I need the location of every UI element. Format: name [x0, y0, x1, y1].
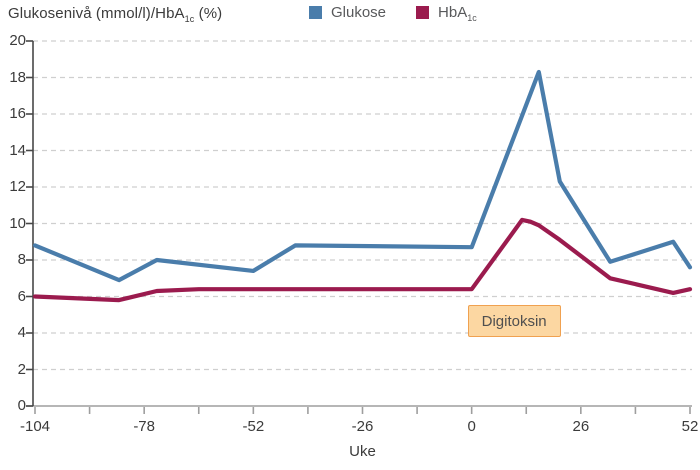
legend-item-hba: HbA1c	[416, 4, 477, 27]
x-tick-label: 0	[467, 418, 476, 435]
x-tick-label: 26	[572, 418, 590, 435]
y-tick-label: 4	[17, 324, 26, 341]
annotation-digitoksin: Digitoksin	[467, 305, 561, 338]
legend-label: Glukose	[331, 4, 387, 21]
legend-label: HbA1c	[438, 4, 477, 23]
series-line-glukose	[32, 69, 693, 283]
y-tick-label: 6	[17, 287, 26, 305]
y-tick-label: 18	[9, 68, 26, 86]
y-tick-label: 0	[17, 397, 26, 414]
y-tick-label: 14	[9, 141, 26, 159]
y-tick-label: 12	[9, 178, 26, 195]
x-tick-label: -104	[19, 418, 51, 435]
x-axis	[26, 405, 692, 414]
x-axis-title: Uke	[349, 443, 376, 460]
x-tick-label: -26	[351, 418, 374, 435]
chart-title-subscript: 1c	[184, 14, 195, 24]
x-tick-label: -52	[242, 418, 265, 435]
chart-title: Glukosenivå (mmol/l)/HbA1c (%)	[8, 5, 222, 24]
y-tick-label: 20	[9, 32, 26, 49]
chart-title-text: Glukosenivå (mmol/l)/HbA	[8, 5, 185, 22]
y-tick-label: 2	[17, 360, 26, 378]
chart-title-suffix: (%)	[194, 5, 223, 22]
y-tick-label: 16	[9, 105, 26, 122]
annotation-label: Digitoksin	[481, 312, 547, 330]
series-line-hba1c	[32, 217, 693, 303]
x-tick-label: -78	[133, 418, 155, 435]
gridlines	[33, 40, 692, 371]
y-tick-label: 8	[17, 251, 26, 268]
legend-item-glukose: Glukose	[309, 4, 386, 21]
legend: Glukose HbA1c	[309, 4, 477, 27]
y-tick-label: 10	[9, 214, 26, 232]
x-tick-label: 52	[681, 418, 699, 435]
legend-swatch	[416, 6, 430, 19]
y-axis	[26, 40, 34, 407]
legend-swatch	[309, 6, 322, 19]
